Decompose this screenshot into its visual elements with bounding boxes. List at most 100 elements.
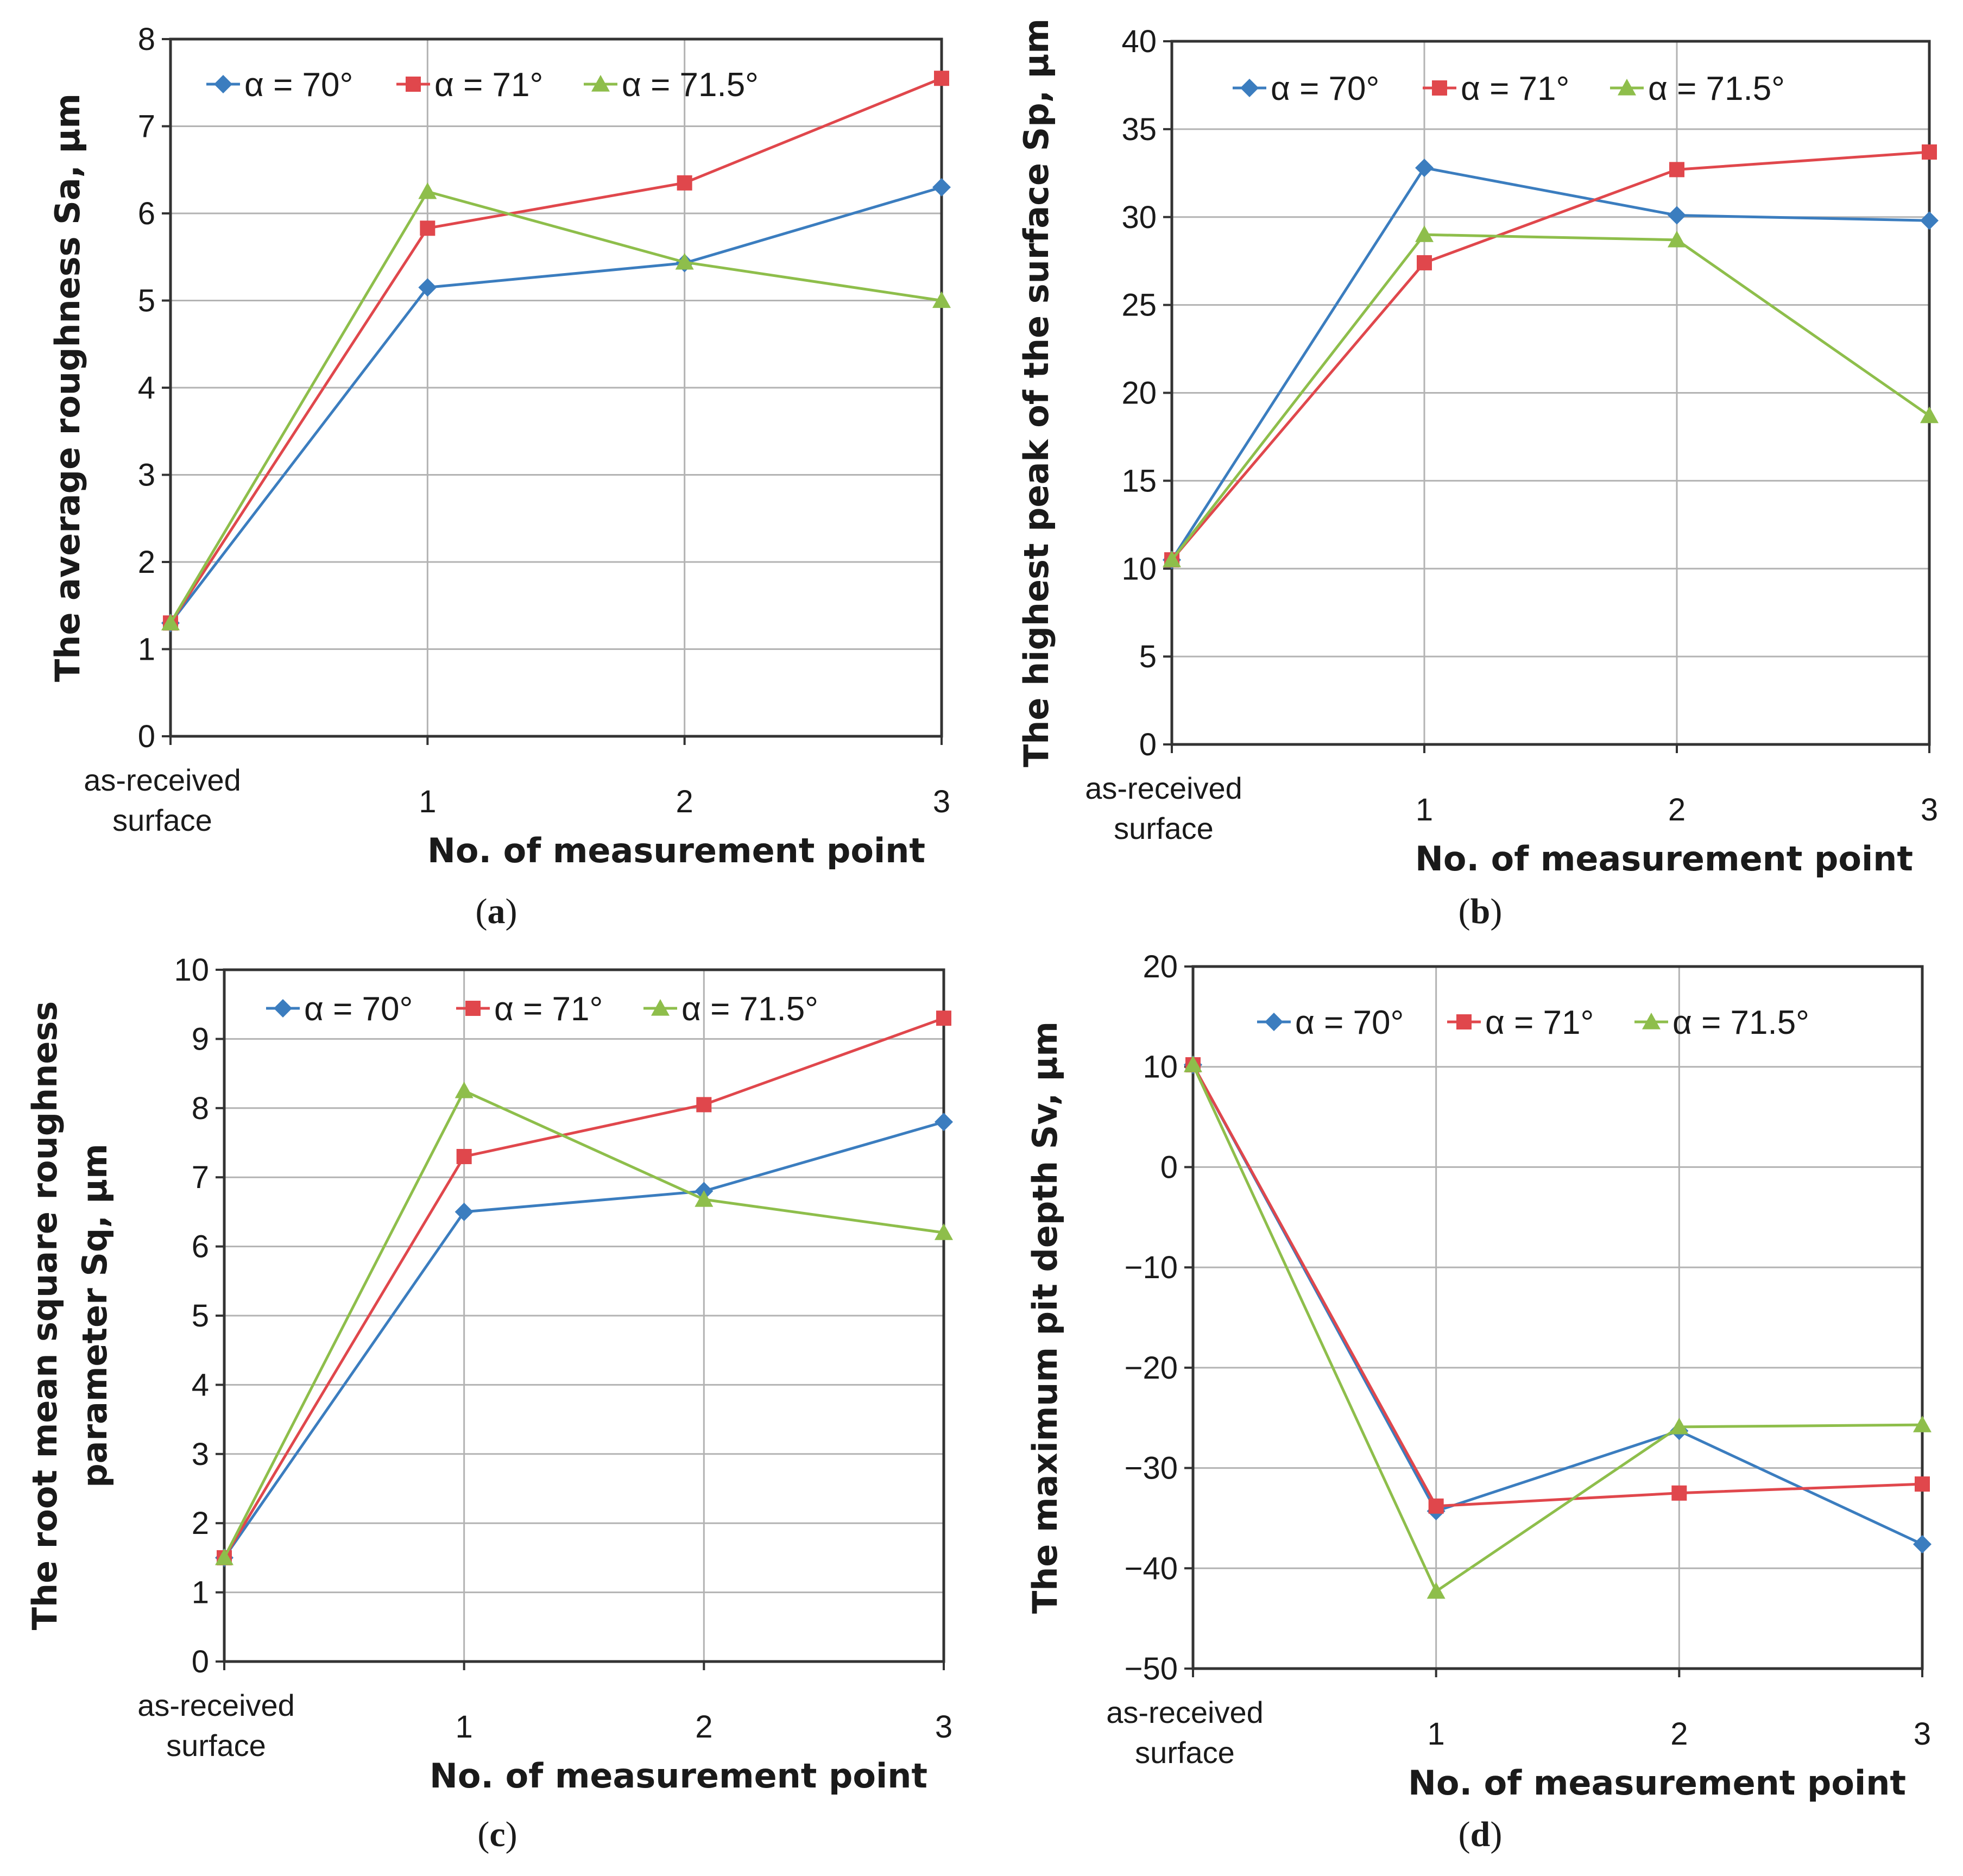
data-point [696,1097,712,1113]
x-tick-label: 2 [676,784,693,819]
series-line [223,1089,944,1559]
legend: α = 70° α = 71° α = 71.5° [1257,1004,1809,1041]
legend-label: α = 70° [1295,1004,1404,1041]
y-tick-label: −50 [1125,1651,1178,1686]
legend: α = 70° α = 71° α = 71.5° [266,990,818,1028]
y-axis-title: The maximum pit depth Sv, µm [1025,1021,1065,1614]
legend-marker [1456,1014,1472,1029]
legend-marker [1642,1013,1661,1029]
y-tick-label: 0 [192,1644,209,1679]
panel-label: (b) [1459,892,1503,931]
legend-marker [1265,1013,1283,1031]
data-point [1415,225,1434,242]
data-point [695,1190,714,1207]
legend-marker [465,1001,481,1016]
x-tick-label: 3 [935,1709,952,1745]
y-tick-label: 1 [138,632,155,667]
data-point [1915,1476,1930,1492]
y-tick-label: −20 [1125,1350,1178,1386]
x-tick-label: as-received surface [1106,1695,1263,1770]
data-point [420,220,435,236]
data-point [935,1223,953,1240]
y-tick-label: −40 [1125,1551,1178,1586]
data-point [1920,211,1939,230]
y-tick-label: 5 [192,1298,209,1334]
data-point [935,1113,953,1132]
data-point [932,291,951,308]
legend-marker [214,75,232,93]
x-tick-label: 2 [1668,792,1686,828]
y-axis-title: The highest peak of the surface Sp, µm [1017,18,1056,767]
legend-label: α = 71.5° [681,990,818,1028]
y-tick-label: 6 [138,196,155,231]
legend-label: α = 71° [434,66,543,104]
y-tick-label: 20 [1143,949,1178,984]
legend-marker [651,999,670,1016]
series-line [1191,1064,1923,1508]
y-tick-label: 0 [138,719,155,754]
y-tick-label: 0 [1139,727,1157,762]
y-tick-label: 20 [1121,376,1157,411]
data-point [1427,1582,1446,1599]
y-tick-label: 2 [192,1506,209,1541]
legend-label: α = 70° [304,990,413,1028]
panel-label: (a) [476,892,517,931]
data-point [161,614,180,630]
y-tick-label: 7 [138,109,155,144]
plot-frame [1191,965,1924,1670]
x-axis-title: No. of measurement point [1415,839,1913,879]
x-tick-label: as-received surface [137,1688,294,1763]
x-tick-label: 3 [933,784,950,819]
series-line [1171,233,1930,561]
data-point [1913,1534,1932,1553]
x-tick-label: 1 [1428,1716,1445,1752]
data-point [1415,159,1434,178]
y-tick-label: 0 [1160,1149,1178,1185]
legend-label: α = 71.5° [1672,1004,1809,1041]
data-point [456,1148,472,1164]
legend: α = 70° α = 71° α = 71.5° [206,66,759,104]
x-tick-label: 3 [1921,792,1938,828]
y-tick-label: 4 [138,370,155,406]
y-tick-label: 6 [192,1229,209,1265]
y-tick-label: −30 [1125,1451,1178,1486]
legend-label: α = 71° [1461,70,1569,108]
y-tick-label: 2 [138,545,155,580]
data-point [418,182,437,199]
series-line [1171,150,1930,561]
panel-label: (d) [1459,1815,1503,1854]
y-tick-label: 5 [138,283,155,319]
x-axis-title: No. of measurement point [427,831,925,870]
y-tick-label: 7 [192,1160,209,1195]
data-point [1668,230,1686,248]
y-tick-label: 4 [192,1367,209,1403]
y-tick-label: 10 [1121,551,1157,586]
x-tick-label: 2 [1670,1716,1688,1752]
chart-panel-b: 0 5 10 15 20 25 30 35 40 as-received surface 1 2 3No.… [1017,18,1939,931]
data-point [675,252,694,270]
y-tick-label: 40 [1121,24,1157,59]
series-line [223,1120,944,1559]
series-line [169,186,942,624]
legend-marker [274,999,292,1018]
y-tick-label: 10 [1143,1050,1178,1085]
data-point [215,1548,233,1565]
y-tick-label: 3 [192,1437,209,1472]
series-line [169,77,942,624]
x-axis-title: No. of measurement point [1408,1763,1906,1803]
series-line [169,190,942,624]
data-point [1428,1498,1444,1514]
y-tick-label: 30 [1121,200,1157,235]
x-tick-label: 1 [456,1709,473,1745]
y-tick-label: 3 [138,458,155,493]
legend-label: α = 71° [494,990,603,1028]
data-point [1184,1056,1202,1072]
legend-label: α = 70° [1271,70,1379,108]
y-tick-label: 15 [1121,463,1157,498]
data-point [934,71,949,86]
legend-marker [406,77,421,92]
data-point [936,1010,951,1026]
